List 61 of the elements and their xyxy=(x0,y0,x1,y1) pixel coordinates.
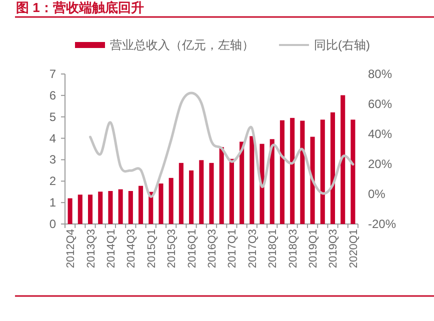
x-tick-label: 2014Q3 xyxy=(126,229,138,268)
y-tick-label: 3 xyxy=(49,152,56,167)
y2-tick-label: 60% xyxy=(368,97,392,111)
bar xyxy=(199,160,204,224)
y-tick-label: 5 xyxy=(49,110,56,124)
bar xyxy=(280,120,284,224)
y-tick-label: 6 xyxy=(49,88,56,102)
x-tick-label: 2014Q1 xyxy=(105,229,118,268)
bar xyxy=(209,162,214,224)
bar xyxy=(260,144,264,224)
y2-tick-label: 80% xyxy=(368,67,392,81)
bar xyxy=(78,194,82,224)
bar xyxy=(330,112,336,224)
y-tick-label: 4 xyxy=(49,131,56,146)
legend-label: 营业总收入（亿元，左轴） xyxy=(110,38,254,52)
y2-tick-label: 20% xyxy=(368,157,392,171)
bar xyxy=(189,170,194,224)
bar xyxy=(138,186,144,224)
y2-tick-label: -20% xyxy=(368,217,396,231)
bar xyxy=(68,198,72,224)
x-tick-label: 2015Q3 xyxy=(166,229,178,268)
x-tick-label: 2018Q1 xyxy=(267,229,280,268)
y-tick-label: 2 xyxy=(49,174,56,188)
bar xyxy=(128,191,133,224)
y-tick-label: 0 xyxy=(49,217,56,231)
bar xyxy=(108,191,113,224)
y2-tick-label: 40% xyxy=(368,127,392,141)
bar xyxy=(88,194,93,224)
x-tick-label: 2015Q1 xyxy=(146,229,158,268)
bar xyxy=(290,118,295,224)
bar xyxy=(229,158,234,224)
x-tick-label: 2017Q3 xyxy=(246,229,259,268)
bar xyxy=(219,147,224,224)
x-tick-label: 2013Q3 xyxy=(85,229,98,268)
x-tick-label: 2020Q1 xyxy=(348,229,360,268)
bar xyxy=(350,120,356,224)
legend-label: 同比(右轴) xyxy=(314,38,370,52)
bar xyxy=(158,184,164,224)
bar xyxy=(310,136,315,224)
bar xyxy=(118,189,123,224)
bar xyxy=(168,178,174,224)
bar xyxy=(270,139,274,224)
line-series xyxy=(89,92,354,198)
bar xyxy=(300,120,305,224)
y-tick-label: 7 xyxy=(49,67,56,81)
x-tick-label: 2016Q1 xyxy=(186,229,198,268)
chart-title: 图 1：营收端触底回升 xyxy=(16,0,144,15)
x-tick-label: 2019Q3 xyxy=(328,229,340,268)
bar xyxy=(320,120,325,224)
x-tick-label: 2018Q3 xyxy=(287,229,300,268)
bar xyxy=(250,136,254,224)
bar xyxy=(98,192,103,224)
x-tick-label: 2016Q3 xyxy=(206,229,218,268)
y2-tick-label: 0% xyxy=(368,187,386,201)
bar xyxy=(178,162,184,224)
y-tick-label: 1 xyxy=(49,196,56,210)
bar xyxy=(340,95,346,224)
bar xyxy=(240,142,244,224)
x-tick-label: 2019Q1 xyxy=(308,229,320,268)
x-tick-label: 2017Q1 xyxy=(226,229,239,268)
x-tick-label: 2012Q4 xyxy=(65,229,78,268)
